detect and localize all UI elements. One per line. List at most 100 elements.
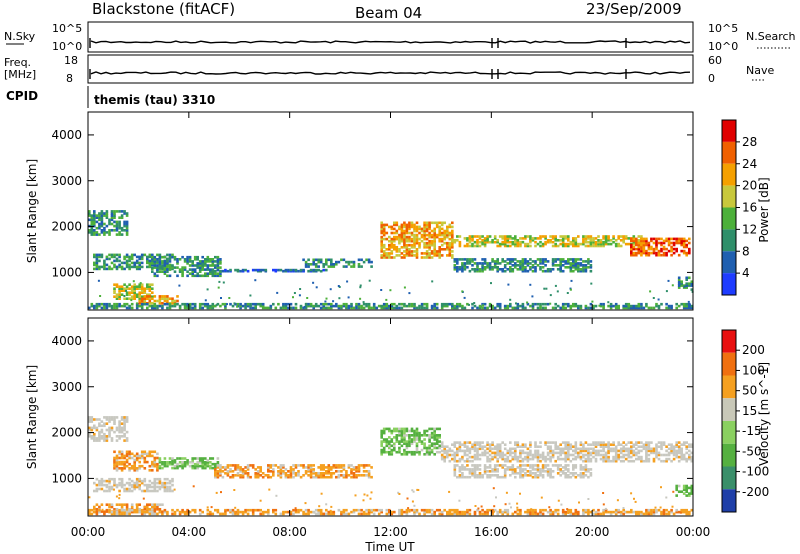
data-cell <box>435 225 439 229</box>
data-cell <box>521 464 525 467</box>
data-cell <box>196 258 199 261</box>
data-cell <box>473 475 477 479</box>
data-cell <box>282 466 285 469</box>
data-cell <box>332 300 335 303</box>
data-cell <box>140 489 144 493</box>
data-cell <box>514 475 517 479</box>
data-cell <box>614 242 618 246</box>
data-cell <box>435 440 439 443</box>
data-cell <box>314 472 318 475</box>
data-cell <box>569 266 573 269</box>
data-cell <box>166 262 169 265</box>
data-cell <box>309 302 313 306</box>
data-cell <box>544 269 547 273</box>
data-cell <box>118 450 121 454</box>
data-cell <box>108 432 111 436</box>
data-cell <box>88 218 91 222</box>
data-cell <box>158 295 162 298</box>
data-cell <box>589 244 593 248</box>
data-cell <box>473 304 477 308</box>
data-cell <box>322 304 325 308</box>
data-cell <box>607 239 610 242</box>
data-cell <box>682 306 686 310</box>
data-cell <box>592 239 595 242</box>
data-cell <box>599 443 603 446</box>
data-cell <box>312 470 315 473</box>
data-cell <box>503 244 507 248</box>
data-cell <box>541 475 545 479</box>
data-cell <box>612 457 615 461</box>
data-cell <box>156 274 159 278</box>
data-cell <box>153 302 157 306</box>
data-cell <box>118 291 121 294</box>
data-cell <box>403 243 406 247</box>
data-cell <box>415 431 419 435</box>
data-cell <box>604 237 608 240</box>
data-cell <box>671 505 674 508</box>
data-cell <box>564 244 567 248</box>
data-cell <box>456 447 459 451</box>
data-cell <box>521 443 525 446</box>
data-cell <box>115 259 119 263</box>
data-cell <box>655 451 658 455</box>
range-tick-label: 4000 <box>51 334 82 348</box>
data-cell <box>511 237 515 240</box>
data-cell <box>443 457 446 461</box>
data-cell <box>564 472 567 475</box>
data-cell <box>458 443 462 446</box>
data-cell <box>156 469 159 472</box>
data-cell <box>380 510 383 514</box>
data-cell <box>395 229 399 233</box>
data-cell <box>393 444 396 448</box>
data-cell <box>448 459 452 463</box>
data-cell <box>524 472 527 475</box>
data-cell <box>158 461 162 464</box>
data-cell <box>632 449 636 453</box>
data-cell <box>204 272 207 275</box>
data-cell <box>120 512 124 516</box>
data-cell <box>219 260 222 263</box>
data-cell <box>685 251 688 255</box>
data-cell <box>685 488 688 492</box>
data-cell <box>607 459 610 463</box>
data-cell <box>403 304 406 308</box>
data-cell <box>115 416 119 419</box>
data-cell <box>453 258 457 261</box>
data-cell <box>683 285 686 288</box>
colorbar-swatch <box>722 421 736 444</box>
data-cell <box>166 510 169 514</box>
data-cell <box>476 269 479 273</box>
data-cell <box>574 240 578 244</box>
data-cell <box>357 470 361 473</box>
data-cell <box>299 306 303 310</box>
data-cell <box>151 259 154 263</box>
data-cell <box>645 447 648 451</box>
data-cell <box>251 508 255 512</box>
data-cell <box>667 243 671 247</box>
data-cell <box>135 293 139 296</box>
data-cell <box>559 447 562 451</box>
data-cell <box>617 237 620 240</box>
power-colorbar-label: Power [dB] <box>757 177 771 242</box>
data-cell <box>567 455 570 459</box>
data-cell <box>412 490 415 493</box>
data-cell <box>367 306 371 310</box>
range-tick-label: 1000 <box>51 265 82 279</box>
data-cell <box>481 474 484 477</box>
data-cell <box>196 462 199 466</box>
data-cell <box>214 462 217 466</box>
data-cell <box>486 459 489 463</box>
data-cell <box>476 455 479 459</box>
data-cell <box>569 268 573 271</box>
data-cell <box>468 239 472 242</box>
data-cell <box>363 493 366 496</box>
data-cell <box>390 252 394 255</box>
data-cell <box>578 501 580 504</box>
data-cell <box>146 508 149 511</box>
data-cell <box>534 269 537 273</box>
data-cell <box>428 508 431 512</box>
data-cell <box>476 244 479 248</box>
data-cell <box>171 304 174 308</box>
data-cell <box>604 451 608 455</box>
data-cell <box>529 237 532 240</box>
